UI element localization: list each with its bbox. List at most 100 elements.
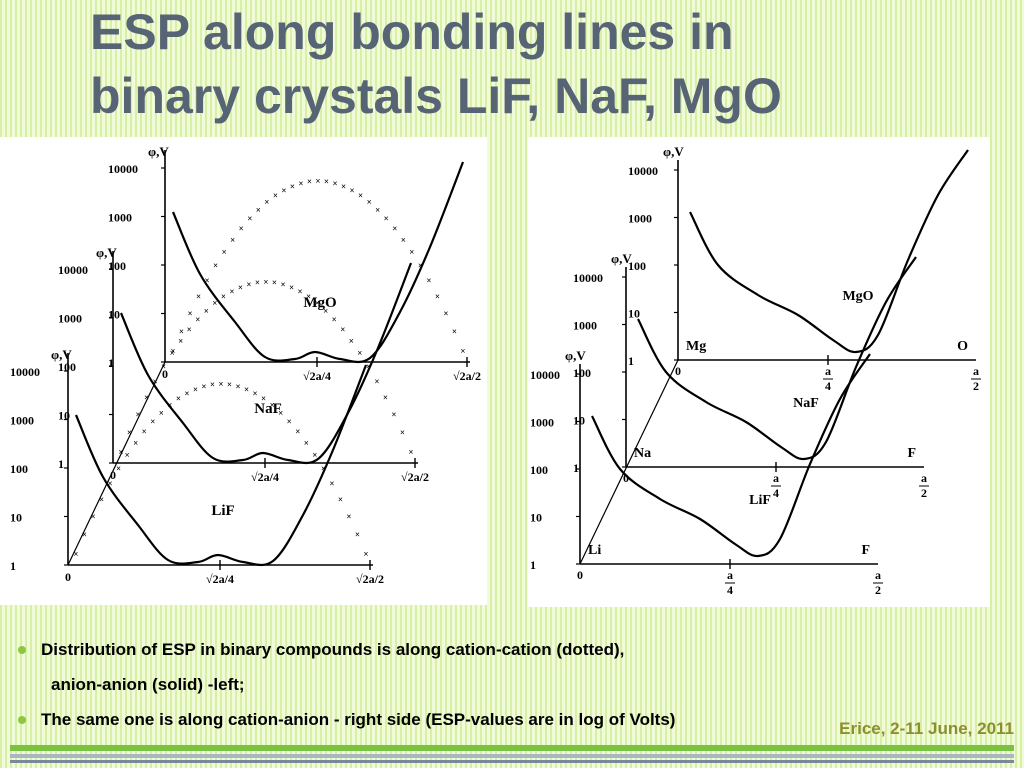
dotted-marker: × (213, 261, 218, 271)
y-axis-unit: φ,V (663, 144, 684, 159)
compound-label: NaF (793, 396, 819, 411)
y-tick-label: 10 (530, 511, 542, 525)
y-tick-label: 1 (530, 558, 536, 572)
dotted-marker: × (363, 549, 368, 559)
dotted-marker: × (196, 291, 201, 301)
dotted-marker: × (340, 325, 345, 335)
x-origin-label: 0 (623, 471, 629, 485)
right-esp-figure: φ,V 10000 1000 100 10 1 0 a 4 a 2 Mg O MgO φ,V 10000 100… (528, 137, 990, 607)
x-tick-label-num: a (875, 568, 881, 582)
cation-label: Li (588, 543, 601, 558)
x-tick-label-num: a (973, 364, 979, 378)
dotted-marker: × (161, 362, 166, 372)
dotted-marker: × (133, 438, 138, 448)
dotted-marker: × (170, 346, 175, 356)
dotted-marker: × (391, 409, 396, 419)
dotted-marker: × (136, 409, 141, 419)
dotted-marker: × (179, 327, 184, 337)
bullet-dot-icon (18, 646, 26, 654)
x-tick-label-den: 4 (773, 486, 779, 500)
dotted-marker: × (400, 428, 405, 438)
dotted-marker: × (315, 298, 320, 308)
dotted-marker: × (312, 450, 317, 460)
dotted-marker: × (150, 417, 155, 427)
dotted-marker: × (355, 530, 360, 540)
bullet-text: The same one is along cation-anion - rig… (41, 710, 676, 729)
y-axis-unit: φ,V (611, 251, 632, 266)
dotted-marker: × (142, 427, 147, 437)
y-tick-label: 10 (10, 511, 22, 525)
dotted-marker: × (125, 450, 130, 460)
dotted-marker: × (324, 177, 329, 187)
dotted-marker: × (306, 292, 311, 302)
x-tick-label: √2a/4 (206, 572, 234, 586)
y-tick-label: 100 (530, 463, 548, 477)
dotted-marker: × (212, 298, 217, 308)
y-tick-label: 100 (58, 360, 76, 374)
y-tick-label: 1000 (573, 319, 597, 333)
y-tick-label: 1 (628, 354, 634, 368)
diagonal-axis (67, 361, 166, 566)
y-tick-label: 1 (573, 461, 579, 475)
y-tick-label: 10000 (108, 162, 138, 176)
x-tick-label-den: 2 (875, 583, 881, 597)
bullet-text: Distribution of ESP in binary compounds … (41, 640, 625, 659)
y-tick-label: 10000 (573, 271, 603, 285)
dotted-marker: × (201, 381, 206, 391)
y-axis-unit: φ,V (51, 347, 72, 362)
dotted-marker: × (127, 428, 132, 438)
solid-curve-lif (591, 353, 871, 558)
y-tick-label: 10 (628, 307, 640, 321)
dotted-marker: × (210, 380, 215, 390)
dotted-marker: × (188, 308, 193, 318)
y-tick-label: 1000 (10, 414, 34, 428)
dotted-marker: × (236, 381, 241, 391)
solid-curve-naf (637, 256, 917, 461)
dotted-marker: × (281, 185, 286, 195)
dotted-marker: × (108, 478, 113, 488)
y-axis-unit: φ,V (565, 348, 586, 363)
dotted-marker: × (272, 278, 277, 288)
diagonal-axis (579, 359, 679, 565)
dotted-marker: × (418, 261, 423, 271)
dotted-marker: × (290, 181, 295, 191)
dotted-marker: × (409, 247, 414, 257)
dotted-marker: × (321, 464, 326, 474)
bullet-item: The same one is along cation-anion - rig… (18, 708, 998, 743)
dotted-marker: × (246, 279, 251, 289)
x-origin-label: 0 (577, 568, 583, 582)
footer-bar (10, 745, 1014, 751)
dotted-marker: × (367, 197, 372, 207)
dotted-marker: × (256, 205, 261, 215)
y-tick-label: 10 (108, 308, 120, 322)
dotted-marker: × (278, 408, 283, 418)
y-tick-label: 1 (58, 457, 64, 471)
y-tick-label: 1 (108, 356, 114, 370)
solid-curve-lif (74, 364, 368, 567)
y-tick-label: 100 (10, 462, 28, 476)
x-tick-label-den: 4 (727, 583, 733, 597)
dotted-marker: × (247, 214, 252, 224)
x-tick-label: √2a/2 (453, 369, 481, 383)
x-tick-label-den: 2 (973, 379, 979, 393)
compound-label: LiF (211, 503, 234, 519)
dotted-marker: × (227, 380, 232, 390)
dotted-marker: × (401, 235, 406, 245)
anion-label: F (861, 543, 870, 558)
dotted-marker: × (384, 214, 389, 224)
cation-label: Na (634, 446, 651, 461)
dotted-marker: × (338, 494, 343, 504)
anion-label: F (907, 446, 916, 461)
compound-label: LiF (749, 493, 771, 508)
y-tick-label: 1000 (108, 211, 132, 225)
bullet-dot-icon (18, 716, 26, 724)
dotted-marker: × (315, 176, 320, 186)
dotted-marker: × (244, 384, 249, 394)
x-tick-label: √2a/4 (251, 470, 279, 484)
dotted-marker: × (435, 291, 440, 301)
compound-label: NaF (254, 401, 282, 417)
footer-bar (10, 754, 1014, 758)
dotted-marker: × (238, 282, 243, 292)
